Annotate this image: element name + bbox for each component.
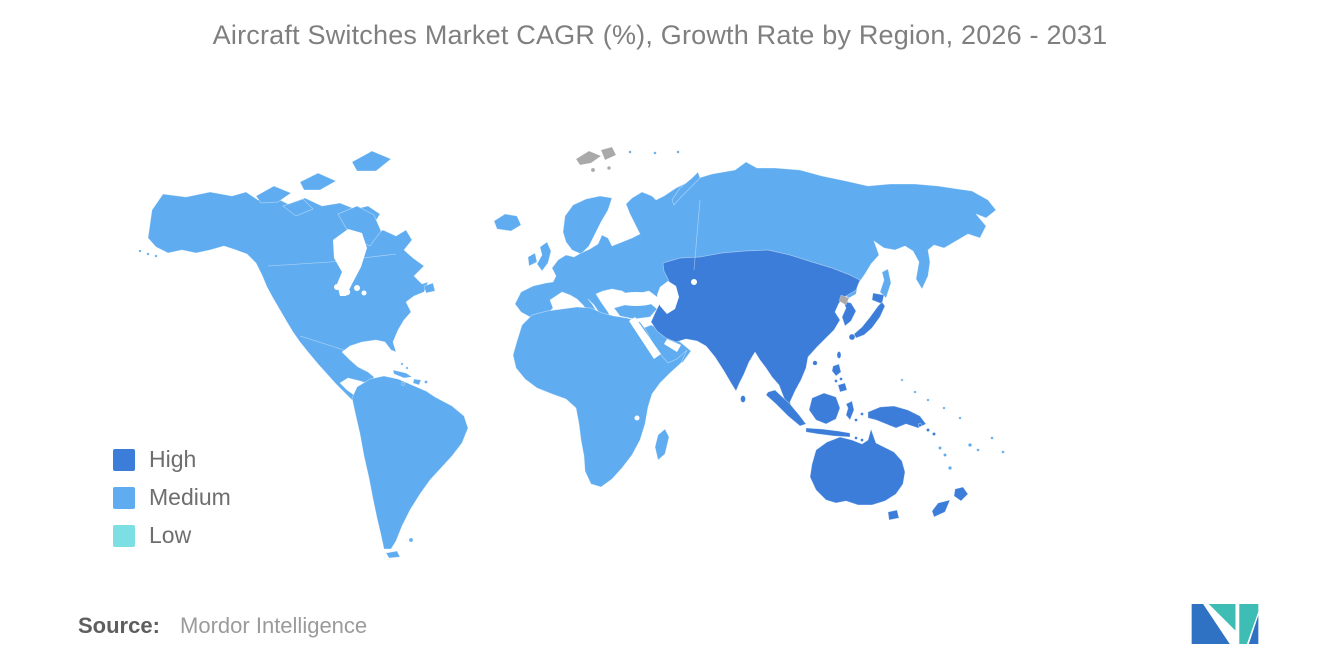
legend-item-low: Low <box>113 522 231 548</box>
region-cuba <box>392 369 413 379</box>
lake-aral <box>691 279 697 285</box>
page-title: Aircraft Switches Market CAGR (%), Growt… <box>212 20 1108 50</box>
region-hispaniola <box>412 378 422 386</box>
map-regions-medium <box>138 150 1005 559</box>
region-great-britain <box>536 241 552 272</box>
map-water-bodies <box>333 229 910 421</box>
region-hainan <box>812 360 818 366</box>
sea-okhotsk <box>880 247 910 280</box>
region-borneo <box>808 392 841 425</box>
region-svalbard-islet <box>590 167 596 173</box>
region-iceland <box>493 213 522 232</box>
region-australia <box>809 427 906 506</box>
logo-blue-right-triangle <box>1248 615 1259 644</box>
lakes-great-lakes <box>334 284 367 296</box>
mordor-intelligence-logo <box>1191 604 1259 644</box>
region-sakhalin <box>879 268 892 299</box>
map-legend: High Medium Low <box>113 446 231 562</box>
region-falkland-islands <box>408 537 414 543</box>
region-europe-russia <box>514 161 997 333</box>
region-arctic-island-dots <box>628 150 680 155</box>
gulf-persian <box>664 339 681 352</box>
region-melanesian-islands <box>918 423 936 436</box>
region-japan-honshu <box>853 301 886 339</box>
region-pacific-islands <box>138 249 1005 471</box>
sea-caspian <box>657 281 679 314</box>
legend-item-medium: Medium <box>113 484 231 510</box>
legend-label-high: High <box>149 446 197 472</box>
region-north-america <box>147 191 429 401</box>
map-country-borders <box>267 199 701 351</box>
region-madagascar <box>654 428 670 461</box>
region-sumatra <box>765 389 807 427</box>
sea-hudson-bay <box>333 229 367 296</box>
region-caribbean-islands <box>400 362 428 386</box>
region-philippine-islands <box>834 377 843 383</box>
legend-swatch-low <box>113 524 135 547</box>
lake-victoria <box>634 415 640 421</box>
legend-item-high: High <box>113 446 231 472</box>
sea-red-sea <box>629 317 661 359</box>
region-sulawesi <box>845 400 855 421</box>
source-value: Mordor Intelligence <box>180 613 368 638</box>
region-svalbard <box>575 146 617 166</box>
map-regions-high <box>650 249 969 521</box>
logo-teal-right-shape <box>1239 604 1259 644</box>
region-novaya-zemlya <box>671 171 701 206</box>
legend-label-low: Low <box>149 522 192 548</box>
map-regions-no-data <box>575 146 850 306</box>
region-java <box>805 427 851 438</box>
region-canadian-arctic-islands <box>255 150 392 217</box>
legend-label-medium: Medium <box>149 484 231 510</box>
sea-black-sea <box>614 292 658 306</box>
region-south-korea <box>841 300 857 327</box>
region-scandinavia <box>562 195 613 255</box>
source-attribution: Source: Mordor Intelligence <box>78 613 367 639</box>
source-label: Source: <box>78 613 160 638</box>
region-new-zealand-north <box>953 486 969 502</box>
region-ireland <box>527 252 538 267</box>
region-newfoundland <box>423 282 436 294</box>
region-new-zealand-south <box>931 499 951 518</box>
region-asia-pacific-mainland <box>650 249 861 413</box>
legend-swatch-medium <box>113 486 135 509</box>
region-africa <box>512 306 688 488</box>
logo-blue-left-shape <box>1191 604 1230 644</box>
region-south-america <box>351 375 469 550</box>
region-north-korea <box>838 294 850 306</box>
region-tasmania <box>887 509 900 521</box>
legend-swatch-high <box>113 448 135 471</box>
region-taiwan <box>836 351 842 359</box>
region-svalbard-islet-2 <box>606 165 612 171</box>
region-new-guinea <box>867 405 927 429</box>
region-sri-lanka <box>740 395 746 403</box>
region-philippines <box>831 363 848 393</box>
region-japan-kyushu <box>848 333 856 341</box>
region-tierra-del-fuego <box>385 550 401 559</box>
